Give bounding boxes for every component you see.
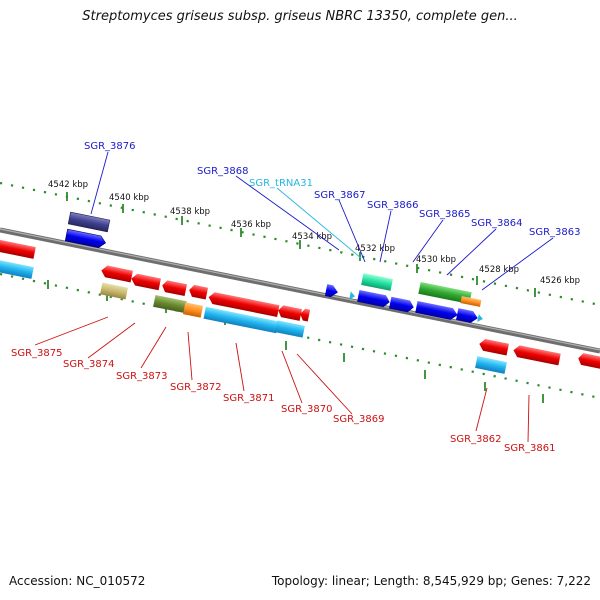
gene-label: SGR_3868 bbox=[197, 166, 249, 177]
gene-sgr-3868-arrow bbox=[357, 289, 390, 308]
gene-label: SGR_3866 bbox=[367, 200, 419, 211]
gene-label: SGR_3863 bbox=[529, 227, 581, 238]
gene-sgr-3874 bbox=[101, 265, 133, 283]
gene-sgr-3873 bbox=[131, 273, 161, 291]
gene-label: SGR_3876 bbox=[84, 141, 136, 152]
gene-label: SGR_3861 bbox=[504, 443, 556, 454]
gene-sgr-3872-orange bbox=[182, 302, 204, 318]
gene-sgr-3871 bbox=[208, 292, 280, 317]
gene-right-edge-red bbox=[578, 353, 600, 370]
gene-label: SGR_3867 bbox=[314, 190, 366, 201]
gene-sgr-3872 bbox=[189, 284, 209, 300]
upper-track-line bbox=[0, 181, 600, 307]
kbp-label: 4526 kbp bbox=[540, 276, 580, 286]
kbp-label: 4532 kbp bbox=[355, 244, 395, 254]
gene-sgr-3869 bbox=[278, 305, 302, 321]
gene-sgr-3876-arrow bbox=[64, 228, 107, 248]
reverse-leader-lines bbox=[34, 316, 530, 443]
gene-sgr-3866 bbox=[415, 300, 458, 320]
gene-small-blue bbox=[324, 284, 338, 298]
gene-sgr-3864 bbox=[460, 296, 482, 307]
kbp-label: 4534 kbp bbox=[292, 232, 332, 242]
kbp-label: 4538 kbp bbox=[170, 207, 210, 217]
gene-sgr-3862 bbox=[475, 356, 507, 374]
kbp-label: 4540 kbp bbox=[109, 193, 149, 203]
gene-sgr-3876 bbox=[67, 211, 111, 233]
gene-label: SGR_3874 bbox=[63, 359, 115, 370]
genome-summary-text: Topology: linear; Length: 8,545,929 bp; … bbox=[271, 574, 591, 588]
forward-leader-lines bbox=[90, 151, 554, 291]
trna-label: SGR_tRNA31 bbox=[249, 178, 313, 189]
gene-sgr-3868 bbox=[361, 273, 393, 291]
gene-sgr-3861 bbox=[513, 345, 561, 366]
gene-label: SGR_3873 bbox=[116, 371, 168, 382]
accession-text: Accession: NC_010572 bbox=[9, 574, 146, 588]
gene-label: SGR_3870 bbox=[281, 404, 333, 415]
kbp-label: 4542 kbp bbox=[48, 180, 88, 190]
gene-sgr-3867 bbox=[389, 296, 414, 313]
kbp-labels: 4542 kbp 4540 kbp 4538 kbp 4536 kbp 4534… bbox=[48, 180, 580, 286]
chromosome-backbone-highlight bbox=[0, 228, 600, 351]
kbp-label: 4528 kbp bbox=[479, 265, 519, 275]
gene-sgr-3865 bbox=[418, 281, 472, 305]
gene-sgr-3870 bbox=[203, 306, 279, 334]
gene-sgr-3863-tip bbox=[477, 314, 483, 322]
reverse-gene-labels: SGR_3875 SGR_3874 SGR_3873 SGR_3872 SGR_… bbox=[11, 348, 556, 454]
map-title: Streptomyces griseus subsp. griseus NBRC… bbox=[82, 9, 518, 24]
gene-label: SGR_3869 bbox=[333, 414, 385, 425]
gene-label: SGR_3862 bbox=[450, 434, 502, 445]
trna-leader-line bbox=[276, 187, 362, 259]
gene-label: SGR_3872 bbox=[170, 382, 222, 393]
kbp-label: 4536 kbp bbox=[231, 220, 271, 230]
reverse-genes[interactable] bbox=[0, 238, 600, 374]
gene-sgr-3862-red bbox=[479, 338, 509, 356]
gene-trna-arrow bbox=[349, 291, 355, 300]
gene-label: SGR_3865 bbox=[419, 209, 471, 220]
forward-gene-labels: SGR_3876 SGR_3868 SGR_3867 SGR_3866 SGR_… bbox=[84, 141, 581, 238]
forward-genes[interactable] bbox=[64, 211, 483, 324]
gene-label: SGR_3875 bbox=[11, 348, 63, 359]
kbp-label: 4530 kbp bbox=[416, 255, 456, 265]
gene-sgr-3873-olive bbox=[153, 294, 187, 314]
gene-label: SGR_3864 bbox=[471, 218, 523, 229]
lower-track-line bbox=[0, 272, 600, 400]
gene-sgr-3869-tip bbox=[300, 308, 311, 322]
gene-sgr-3873-b bbox=[162, 280, 187, 297]
gene-sgr-3875 bbox=[100, 282, 128, 300]
gene-sgr-3863 bbox=[456, 308, 478, 323]
gene-left-red-1 bbox=[0, 238, 36, 259]
upper-major-ticks bbox=[66, 192, 536, 297]
gene-label: SGR_3871 bbox=[223, 393, 275, 404]
gene-left-cyan-1 bbox=[0, 258, 34, 279]
chromosome-backbone bbox=[0, 227, 600, 354]
gene-sgr-3870-b bbox=[275, 320, 305, 338]
